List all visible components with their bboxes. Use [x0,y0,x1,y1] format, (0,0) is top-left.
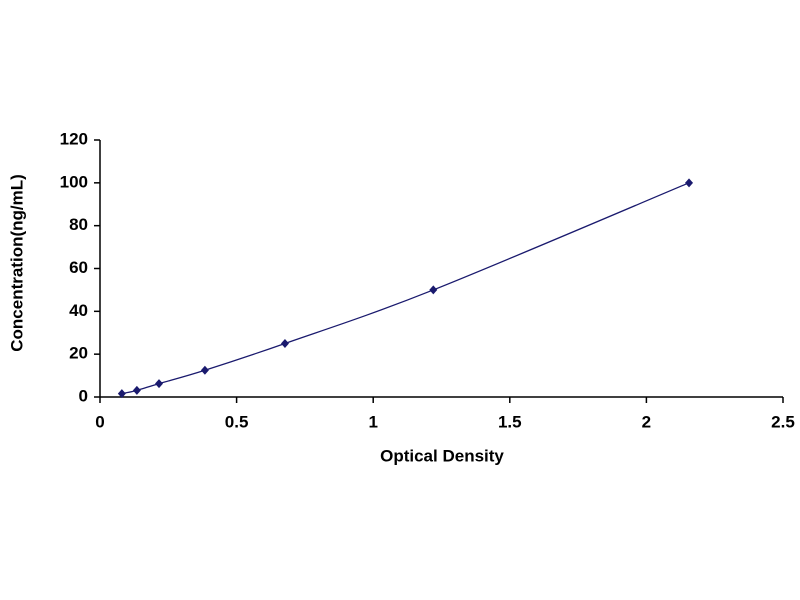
x-tick-label: 2.5 [771,412,795,431]
y-axis-title: Concentration(ng/mL) [7,174,26,352]
marker [200,365,209,375]
x-tick-label: 2 [642,412,651,431]
x-tick-label: 0.5 [225,412,249,431]
marker [429,285,438,295]
y-tick-label: 60 [69,258,88,277]
x-tick-label: 1 [368,412,377,431]
y-tick-label: 40 [69,301,88,320]
x-tick-label: 0 [95,412,104,431]
marker [280,338,289,348]
y-tick-label: 80 [69,215,88,234]
marker [155,379,164,389]
y-tick-label: 0 [79,386,88,405]
x-axis-title: Optical Density [380,446,504,465]
y-tick-label: 20 [69,344,88,363]
y-tick-label: 100 [60,172,88,191]
marker [117,389,126,399]
marker [132,385,141,395]
x-tick-label: 1.5 [498,412,522,431]
marker [685,178,694,188]
curve [121,182,690,395]
y-tick-label: 120 [60,129,88,148]
